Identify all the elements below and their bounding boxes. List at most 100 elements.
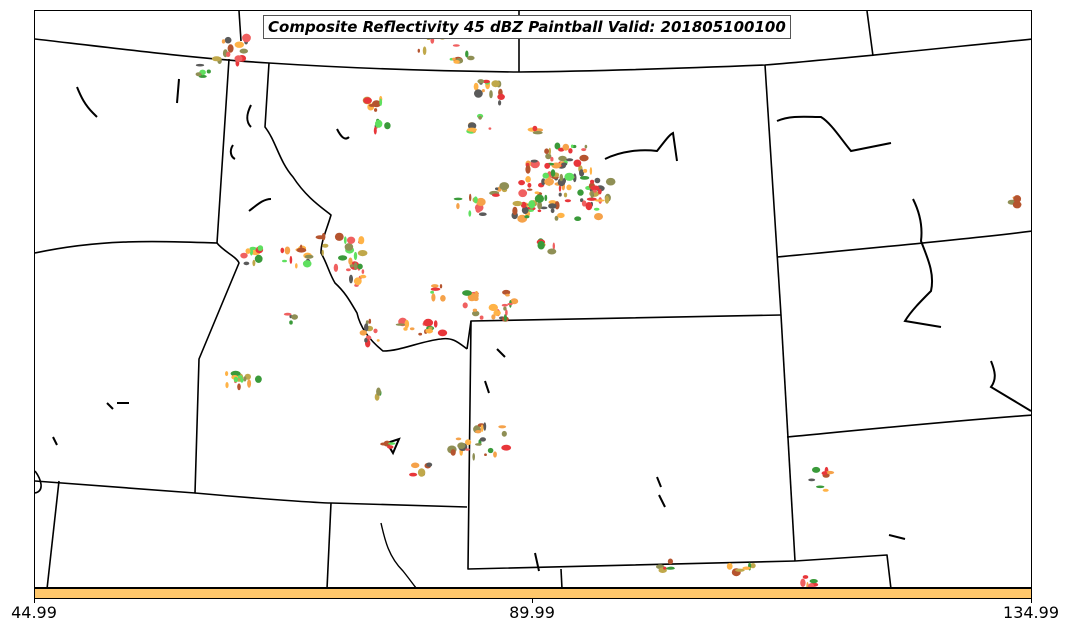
paintball-blob [498,100,502,106]
paintball-blob [247,379,252,388]
paintball-blob [501,303,508,307]
paintball-blob [525,165,531,174]
paintball-blob [544,194,548,202]
colorbar-tick-max: 134.99 [1003,603,1059,622]
paintball-blob [527,182,532,188]
paintball-blob [302,260,312,268]
paintball-blob [411,462,420,469]
paintball-blob [534,191,540,194]
paintball-blob [457,442,466,450]
paintball-blob [503,313,507,322]
paintball-blob [822,488,829,492]
paintball-blob [566,158,574,162]
paintball-blob [475,430,482,434]
paintball-blob [1013,195,1022,203]
paintball-blob [240,377,244,383]
paintball-blob [552,242,555,250]
lakes-rivers [52,78,1031,587]
paintball-blob [395,323,406,326]
paintball-blob [590,190,594,199]
paintball-blob [821,471,828,476]
paintball-blob [373,126,377,135]
paintball-blob [507,302,513,306]
colorbar-tick-min: 44.99 [11,603,57,622]
paintball-blob [334,232,344,241]
paintball-blob [568,148,573,154]
paintball-blob [479,315,484,320]
paintball-blob [433,320,438,328]
paintball-blob [475,206,481,213]
paintball-blob [594,199,605,202]
paintball-blob [544,178,554,186]
paintball-blob [495,187,499,191]
paintball-blob [404,319,410,329]
paintball-blob [353,262,358,271]
paintball-blob [379,98,383,106]
paintball-blob [423,318,434,327]
paintball-blob [481,89,485,93]
paintball-blob [491,314,496,320]
paintball-blob [252,259,256,267]
paintball-blob [358,236,365,245]
paintball-blob [547,248,557,255]
paintball-blob [359,330,367,336]
paintball-blob [489,90,493,99]
colorbar [34,588,1032,599]
paintball-blob [501,430,507,437]
paintball-blob [200,71,204,74]
paintball-blob [469,193,472,202]
map-canvas [35,11,1031,587]
paintball-blob [221,39,226,44]
paintball-blob [321,232,326,241]
paintball-blob [544,162,551,169]
paintball-blob [593,207,600,211]
paintball-blob [809,579,818,584]
paintball-blob [456,203,460,210]
paintball-blob [808,478,816,482]
paintball-blob [540,206,548,210]
paintball-blob [534,194,545,203]
paintball-blob [347,236,356,244]
paintball-blob [465,439,472,446]
paintball-blob [583,168,588,173]
paintball-blob [577,189,584,196]
paintball-blob [230,370,241,377]
paintball-blob [364,338,368,343]
paintball-blob [573,159,582,167]
paintball-blob [364,323,369,332]
paintball-blob [376,339,380,342]
paintball-blob [418,332,423,336]
paintball-blob [478,212,487,216]
paintball-blob [497,93,505,100]
paintball-blob [491,80,500,88]
paintball-blob [477,79,485,84]
paintball-blob [333,263,339,272]
paintball-blob [473,82,479,91]
paintball-blob [376,387,381,396]
paintball-blob [452,57,456,61]
paintball-blob [473,296,479,302]
paintball-blob [503,306,507,311]
paintball-blob [237,383,241,391]
paintball-blob [501,444,512,451]
paintball-blob [487,447,494,454]
paintball-blob [667,558,674,565]
paintball-blob [802,575,809,579]
paintball-blob [518,180,525,186]
paintball-blob [825,470,835,475]
paintball-blob [225,371,229,377]
paintball-blob [357,250,368,257]
paintball-blob [488,303,498,312]
paintball-blob [597,188,602,195]
paintball-blob [453,60,460,64]
paintball-blob [465,448,470,451]
paintball-blob [541,178,546,186]
paintball-blob [431,284,439,288]
paintball-blob [195,63,205,67]
paintball-blob [564,199,572,203]
paintball-blob [667,566,675,570]
paintball-blob [590,179,595,184]
paintball-blob [550,208,555,214]
paintball-blob [537,201,542,210]
paintball-blob [295,263,298,269]
